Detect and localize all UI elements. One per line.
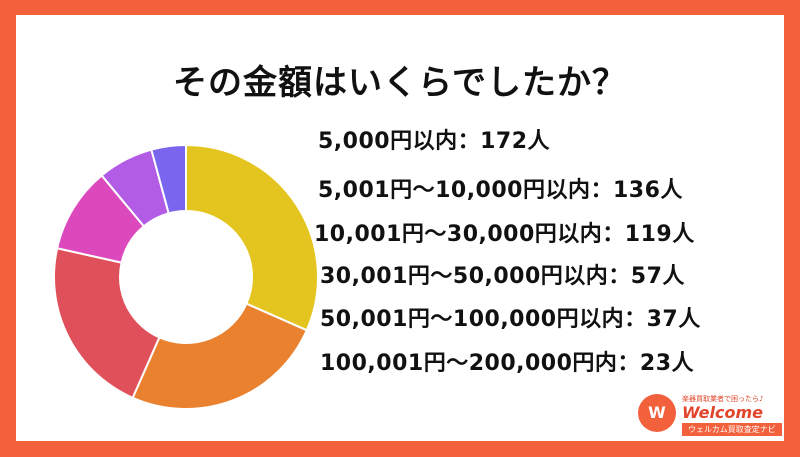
pie-slice-1 <box>185 143 319 332</box>
donut-chart <box>53 143 319 410</box>
legend-item-5: 50,001円〜100,000円以内：37人 <box>320 307 701 332</box>
pie-slice-6 <box>150 143 187 215</box>
legend-item-2: 5,001円〜10,000円以内：136人 <box>318 178 683 203</box>
legend-item-6: 100,001円〜200,000円内：23人 <box>320 351 695 376</box>
logo-tagline: 楽器買取業者で困ったら♪ <box>682 395 764 403</box>
logo-wordmark: Welcome <box>682 403 763 422</box>
pie-slice-3 <box>53 247 161 400</box>
pie-slice-2 <box>131 302 309 410</box>
legend-item-3: 10,001円〜30,000円以内：119人 <box>314 222 695 247</box>
logo-subtitle: ウェルカム買取査定ナビ <box>682 423 782 436</box>
chart-title: その金額はいくらでしたか？ <box>173 63 627 103</box>
logo-mark: W <box>638 394 676 432</box>
legend-item-4: 30,001円〜50,000円以内：57人 <box>320 264 685 289</box>
legend-item-1: 5,000円以内：172人 <box>318 129 551 154</box>
chart-card: その金額はいくらでしたか？ 5,000円以内：172人 5,001円〜10,000… <box>16 15 784 441</box>
